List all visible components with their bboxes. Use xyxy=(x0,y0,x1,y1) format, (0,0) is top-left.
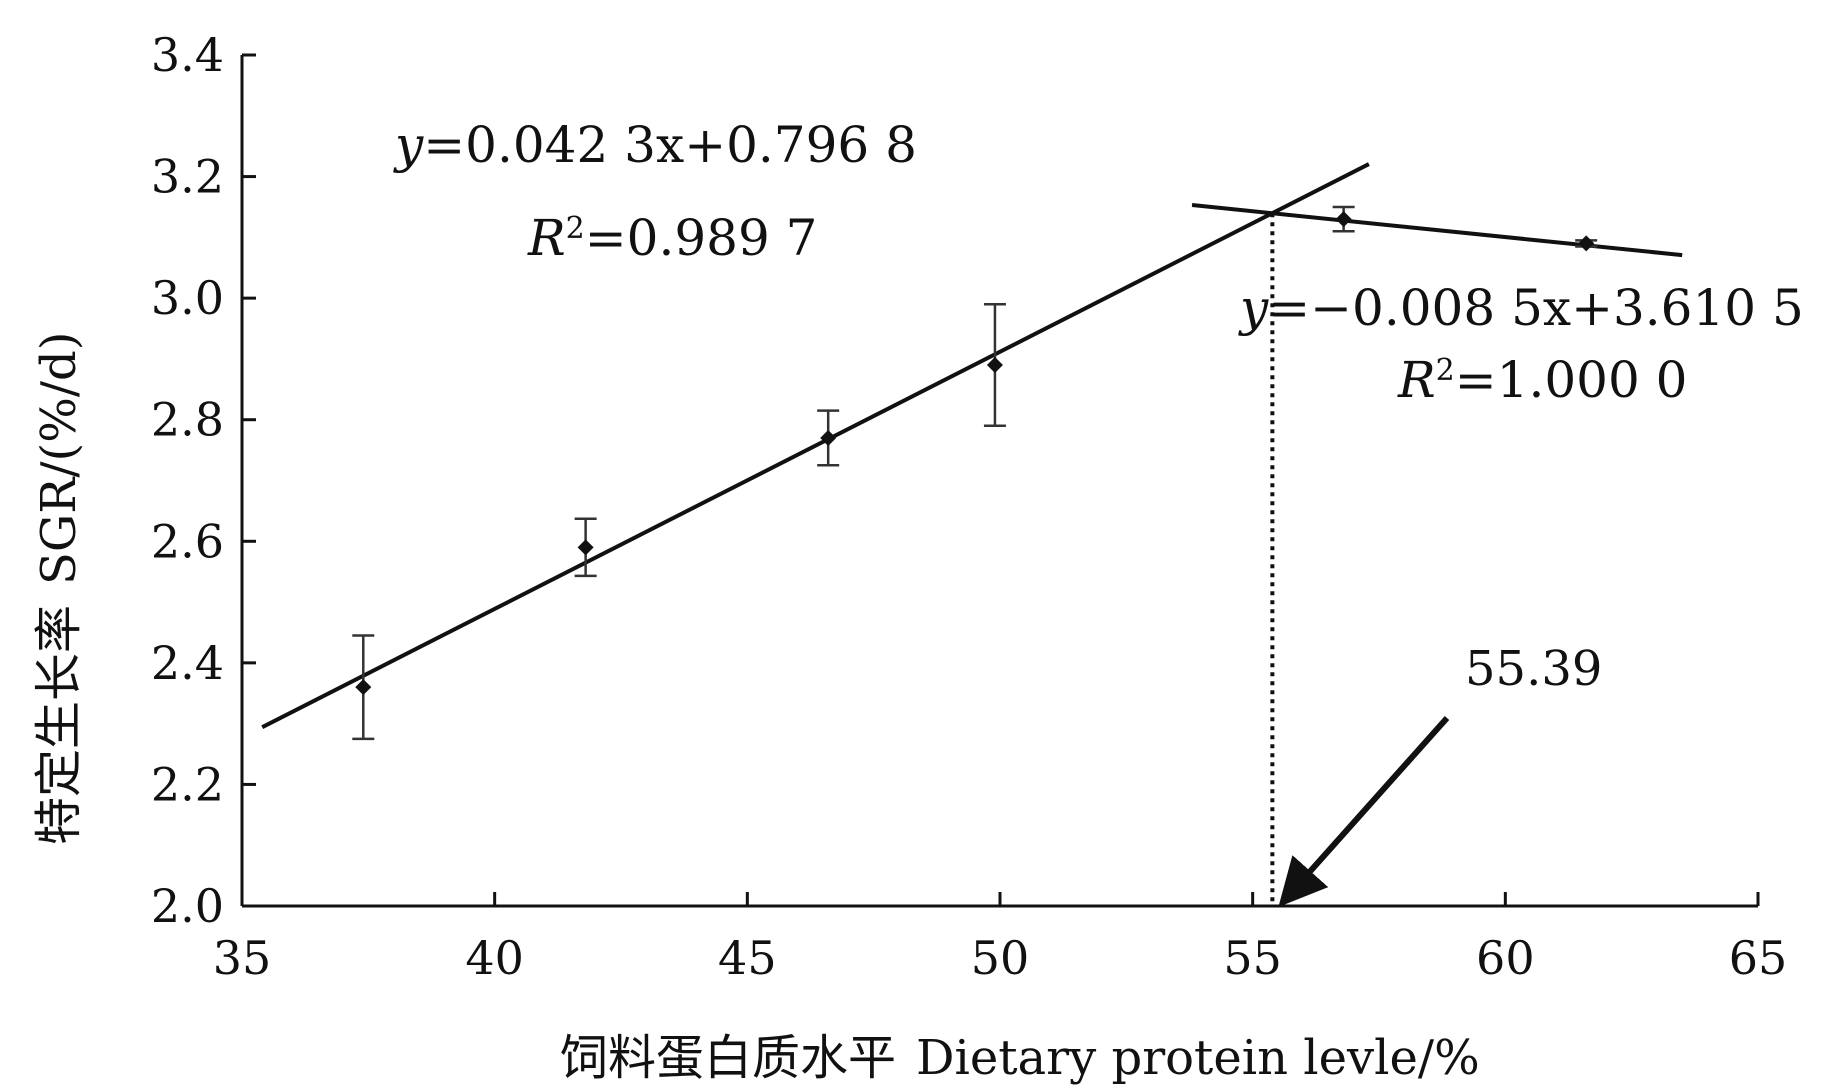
x-tick-label: 35 xyxy=(213,931,272,985)
y-tick-label: 3.4 xyxy=(151,28,224,82)
x-tick-label: 55 xyxy=(1223,931,1282,985)
fit-line-1 xyxy=(261,162,1370,729)
y-axis-title: 特定生长率SGR/(%/d) xyxy=(31,331,87,845)
data-point xyxy=(986,357,1003,374)
x-tick-label: 40 xyxy=(465,931,524,985)
data-point xyxy=(1335,211,1352,228)
y-tick-label: 2.2 xyxy=(151,757,224,811)
annotations: y=0.042 3x+0.796 8 R2=0.989 7 y=−0.008 5… xyxy=(31,116,1804,1086)
x-tick-label: 45 xyxy=(718,931,777,985)
y-tick-label: 3.2 xyxy=(151,150,224,204)
r2-2: R2=1.000 0 xyxy=(1397,351,1688,409)
x-tick-label: 50 xyxy=(971,931,1030,985)
data-point xyxy=(577,539,594,556)
axes: 35 40 45 50 55 60 65 2.0 2.2 2.4 2.6 2.8 3.0 3.2 3.4 xyxy=(151,28,1787,985)
equation-1: y=0.042 3x+0.796 8 xyxy=(393,116,917,174)
fit-line-2 xyxy=(1191,203,1683,258)
data-point xyxy=(820,429,837,446)
breakpoint-arrow xyxy=(1278,716,1450,907)
y-tick-label: 2.4 xyxy=(151,636,224,690)
breakpoint-label: 55.39 xyxy=(1465,641,1602,697)
x-tick-label: 65 xyxy=(1729,931,1788,985)
y-tick-label: 2.0 xyxy=(151,879,224,933)
data-marks xyxy=(261,162,1683,907)
equation-2: y=−0.008 5x+3.610 5 xyxy=(1238,279,1804,337)
y-tick-label: 2.6 xyxy=(151,514,224,568)
y-tick-label: 3.0 xyxy=(151,271,224,325)
x-axis-title: 饲料蛋白质水平 Dietary protein levle/% xyxy=(560,1030,1480,1086)
y-tick-label: 2.8 xyxy=(151,393,224,447)
data-point xyxy=(355,679,372,696)
r2-1: R2=0.989 7 xyxy=(527,209,818,267)
data-point xyxy=(1578,235,1595,252)
x-tick-label: 60 xyxy=(1476,931,1535,985)
